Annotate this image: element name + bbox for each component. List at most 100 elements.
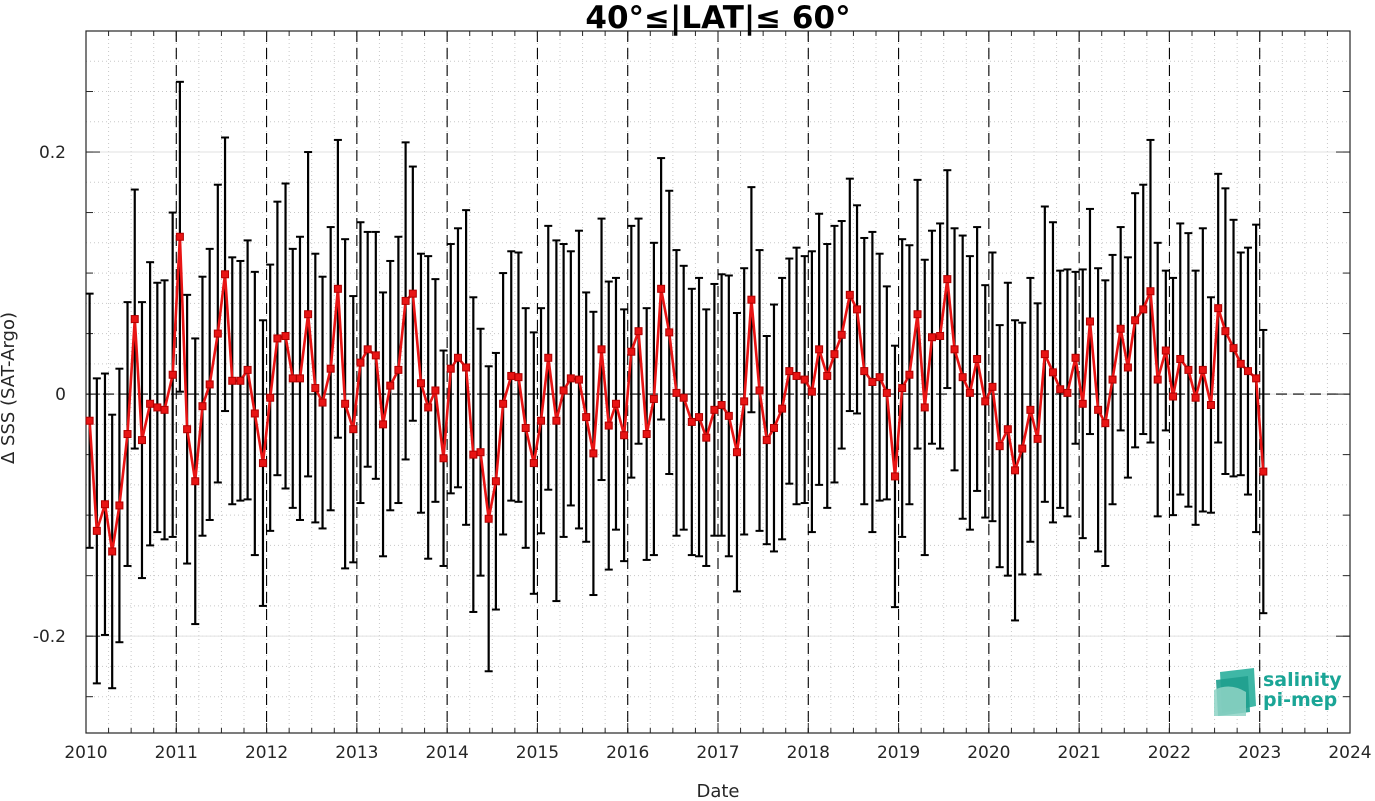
data-point-marker [1221, 327, 1230, 336]
x-tick-label: 2010 [64, 743, 107, 763]
data-point-marker [1259, 467, 1268, 476]
tick-labels: 2010 2011 2012 2013 2014 2015 2016 2017 2018 2019… [33, 143, 1372, 763]
data-point-marker [740, 397, 749, 406]
data-point-marker [137, 436, 146, 445]
data-point-marker [1011, 466, 1020, 475]
data-point-marker [597, 345, 606, 354]
data-point-marker [672, 388, 681, 397]
data-point-marker [920, 403, 929, 412]
data-point-marker [356, 358, 365, 367]
data-point-marker [687, 417, 696, 426]
data-point-marker [213, 329, 222, 338]
data-point-marker [469, 450, 478, 459]
data-point-marker [620, 431, 629, 440]
data-point-marker [92, 526, 101, 535]
data-point-marker [657, 284, 666, 293]
data-point-marker [439, 454, 448, 463]
data-point-marker [943, 275, 952, 284]
x-tick-label: 2014 [426, 743, 469, 763]
x-tick-label: 2013 [335, 743, 378, 763]
data-point-marker [950, 345, 959, 354]
series-layer [85, 232, 1268, 556]
data-point-marker [702, 433, 711, 442]
data-point-marker [1131, 316, 1140, 325]
data-point-marker [807, 387, 816, 396]
data-point-marker [882, 388, 891, 397]
data-point-marker [1078, 399, 1087, 408]
data-point-marker [205, 380, 214, 389]
logo-text-salinity: salinity [1263, 669, 1342, 691]
data-point-marker [1214, 304, 1223, 313]
data-point-marker [785, 367, 794, 376]
data-point-marker [1048, 368, 1057, 377]
data-point-marker [1236, 359, 1245, 368]
data-point-marker [1191, 393, 1200, 402]
data-point-marker [311, 384, 320, 393]
data-point-marker [1184, 365, 1193, 374]
data-point-marker [1139, 305, 1148, 314]
data-point-marker [198, 402, 207, 411]
data-point-marker [732, 448, 741, 457]
data-point-marker [491, 477, 500, 486]
data-point-marker [1169, 392, 1178, 401]
data-point-marker [958, 373, 967, 382]
data-point-marker [379, 420, 388, 429]
y-tick-label: 0 [55, 385, 66, 405]
data-point-marker [521, 423, 530, 432]
data-point-marker [988, 382, 997, 391]
data-point-marker [823, 371, 832, 380]
data-point-marker [566, 374, 575, 383]
data-point-marker [1063, 388, 1072, 397]
data-point-marker [589, 449, 598, 458]
data-point-marker [695, 413, 704, 422]
x-tick-label: 2017 [696, 743, 739, 763]
data-point-marker [1085, 317, 1094, 326]
data-point-marker [236, 376, 245, 385]
data-point-marker [507, 371, 516, 380]
data-point-marker [108, 547, 117, 556]
data-point-marker [792, 371, 801, 380]
data-point-marker [85, 416, 94, 425]
data-point-marker [341, 399, 350, 408]
data-point-marker [153, 403, 162, 412]
data-point-marker [1206, 400, 1215, 409]
data-point-marker [431, 386, 440, 395]
data-point-marker [905, 370, 914, 379]
data-point-marker [762, 436, 771, 445]
y-tick-label: -0.2 [33, 627, 66, 647]
data-point-marker [1094, 405, 1103, 414]
data-point-marker [1033, 434, 1042, 443]
data-point-marker [544, 353, 553, 362]
data-point-marker [371, 351, 380, 360]
data-point-marker [830, 350, 839, 359]
logo-text-pi-mep: pi-mep [1263, 689, 1337, 711]
x-tick-label: 2023 [1238, 743, 1281, 763]
x-tick-label: 2024 [1328, 743, 1371, 763]
data-point-marker [642, 430, 651, 439]
data-point-marker [1018, 444, 1027, 453]
data-point-marker [875, 373, 884, 382]
data-point-marker [1056, 385, 1065, 394]
data-point-marker [965, 388, 974, 397]
data-point-marker [123, 430, 132, 439]
data-point-marker [243, 365, 252, 374]
data-point-marker [295, 374, 304, 383]
data-point-marker [191, 477, 200, 486]
x-tick-label: 2020 [967, 743, 1010, 763]
data-point-marker [408, 289, 417, 298]
data-point-marker [476, 448, 485, 457]
data-point-marker [266, 393, 275, 402]
data-point-marker [1026, 405, 1035, 414]
data-point-marker [665, 328, 674, 337]
data-point-marker [168, 370, 177, 379]
data-point-marker [995, 442, 1004, 451]
data-point-marker [913, 310, 922, 319]
data-point-marker [755, 386, 764, 395]
x-tick-label: 2021 [1058, 743, 1101, 763]
data-point-marker [1161, 346, 1170, 355]
data-point-marker [363, 345, 372, 354]
data-point-marker [627, 347, 636, 356]
data-point-marker [936, 332, 945, 341]
data-point-marker [927, 333, 936, 342]
